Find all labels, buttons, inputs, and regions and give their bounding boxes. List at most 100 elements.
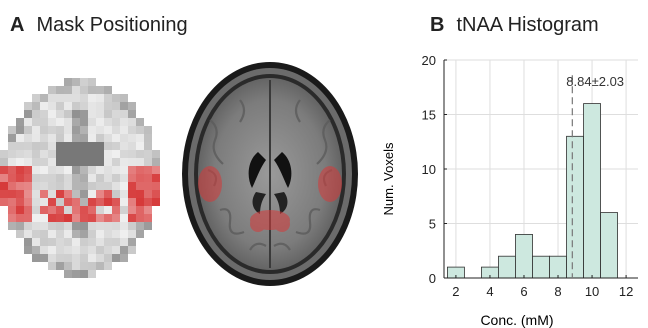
mask-voxel [72,246,80,254]
mask-voxel [64,118,72,126]
mask-voxel [88,190,96,198]
mask-voxel [72,78,80,86]
mask-voxel [40,118,48,126]
mask-voxel [56,238,64,246]
mask-voxel [24,134,32,142]
mask-voxel [104,214,112,222]
mask-voxel [72,190,80,198]
mask-voxel [104,182,112,190]
mask-voxel [128,238,136,246]
mask-voxel [24,166,32,174]
mask-voxel [136,222,144,230]
mask-voxel [40,166,48,174]
mask-voxel [80,150,88,158]
mask-voxel [88,94,96,102]
mask-voxel [104,206,112,214]
mask-voxel [104,102,112,110]
mask-voxel [0,182,8,190]
mask-voxel [64,190,72,198]
mask-voxel [144,182,152,190]
mask-voxel [144,150,152,158]
mask-voxel [88,118,96,126]
mask-voxel [56,174,64,182]
mask-voxel [40,230,48,238]
mask-voxel [56,214,64,222]
mask-voxel [112,198,120,206]
mask-voxel [96,198,104,206]
mask-voxel [152,166,160,174]
mask-voxel [80,254,88,262]
mask-voxel [64,254,72,262]
histogram-bar [532,255,550,279]
mask-voxel [104,246,112,254]
mask-voxel [80,214,88,222]
mask-voxel [104,110,112,118]
mask-voxel [112,158,120,166]
mask-voxel [96,126,104,134]
mask-voxel [128,230,136,238]
mask-voxel [32,166,40,174]
mask-voxel [48,150,56,158]
mask-voxel [8,198,16,206]
mask-voxel [72,158,80,166]
mask-voxel [128,182,136,190]
mask-voxel [48,190,56,198]
mask-voxel [64,166,72,174]
mask-voxel [48,262,56,270]
mask-voxel [32,190,40,198]
axes: 2 4 6 8 10 12 0 5 10 15 20 [422,53,638,299]
mask-voxel [48,142,56,150]
mask-voxel [32,158,40,166]
mask-voxel [120,214,128,222]
mask-voxel [136,118,144,126]
mask-voxel [40,198,48,206]
mask-voxel [120,230,128,238]
mask-voxel [24,110,32,118]
histogram-bar [498,255,516,279]
mask-voxel [56,134,64,142]
mask-voxel [96,214,104,222]
mask-voxel [64,102,72,110]
mask-voxel [144,134,152,142]
y-tick-label: 5 [429,217,436,232]
histogram-bar [583,103,601,279]
mask-voxel [24,206,32,214]
mask-voxel [144,214,152,222]
mask-voxel [152,174,160,182]
mask-voxel [88,230,96,238]
mask-voxel [112,214,120,222]
mask-voxel [40,238,48,246]
mask-voxel [56,150,64,158]
mask-voxel [16,206,24,214]
mask-voxel [88,134,96,142]
mask-voxel [0,174,8,182]
mask-voxel [136,198,144,206]
mask-voxel [152,190,160,198]
mask-voxel [80,190,88,198]
mask-voxel [112,230,120,238]
mask-voxel [144,126,152,134]
mask-voxel [56,182,64,190]
mask-voxel [72,270,80,278]
mask-voxel [72,142,80,150]
mask-voxel [56,126,64,134]
mask-voxel [136,158,144,166]
mask-voxel [48,254,56,262]
x-tick-label: 6 [520,284,527,299]
mask-voxel [120,126,128,134]
mask-voxel [40,174,48,182]
mask-voxel [128,158,136,166]
mask-voxel [120,134,128,142]
mask-voxel [88,142,96,150]
mask-voxel [40,190,48,198]
mask-voxel [120,198,128,206]
mask-voxel [48,214,56,222]
mask-voxel [112,206,120,214]
mask-voxel [8,182,16,190]
mask-voxel [96,190,104,198]
histogram-bars [447,103,618,279]
mask-voxel [96,118,104,126]
mask-voxel [88,206,96,214]
mask-voxel [40,150,48,158]
